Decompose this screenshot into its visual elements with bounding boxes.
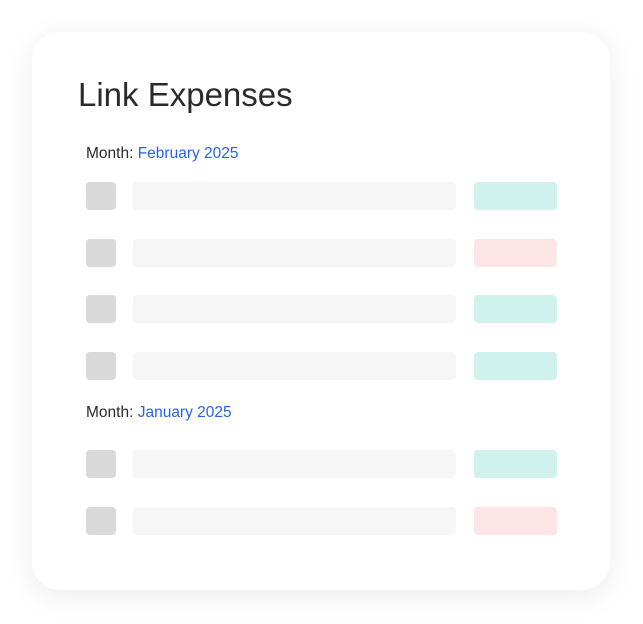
expense-row[interactable] (86, 507, 558, 535)
expense-description-placeholder (133, 450, 456, 478)
expense-icon-placeholder (86, 352, 116, 380)
expense-icon-placeholder (86, 182, 116, 210)
expense-icon-placeholder (86, 295, 116, 323)
expense-row[interactable] (86, 450, 558, 478)
expense-row[interactable] (86, 239, 558, 267)
link-expenses-card: Link Expenses Month: February 2025 Month:… (32, 32, 610, 590)
month-value: February 2025 (137, 145, 239, 162)
expense-description-placeholder (133, 295, 456, 323)
expense-row[interactable] (86, 182, 558, 210)
month-header: Month: February 2025 (86, 145, 239, 163)
month-label: Month: (86, 404, 134, 421)
expense-row[interactable] (86, 352, 558, 380)
expense-description-placeholder (133, 239, 456, 267)
expense-icon-placeholder (86, 507, 116, 535)
status-badge (474, 182, 557, 210)
expense-row[interactable] (86, 295, 558, 323)
month-label: Month: (86, 145, 134, 162)
expense-description-placeholder (133, 507, 456, 535)
status-badge (474, 295, 557, 323)
status-badge (474, 507, 557, 535)
expense-description-placeholder (133, 182, 456, 210)
expense-description-placeholder (133, 352, 456, 380)
expense-icon-placeholder (86, 450, 116, 478)
month-header: Month: January 2025 (86, 404, 232, 422)
month-value: January 2025 (137, 404, 232, 421)
expense-icon-placeholder (86, 239, 116, 267)
status-badge (474, 450, 557, 478)
page-title: Link Expenses (78, 76, 293, 113)
status-badge (474, 239, 557, 267)
status-badge (474, 352, 557, 380)
